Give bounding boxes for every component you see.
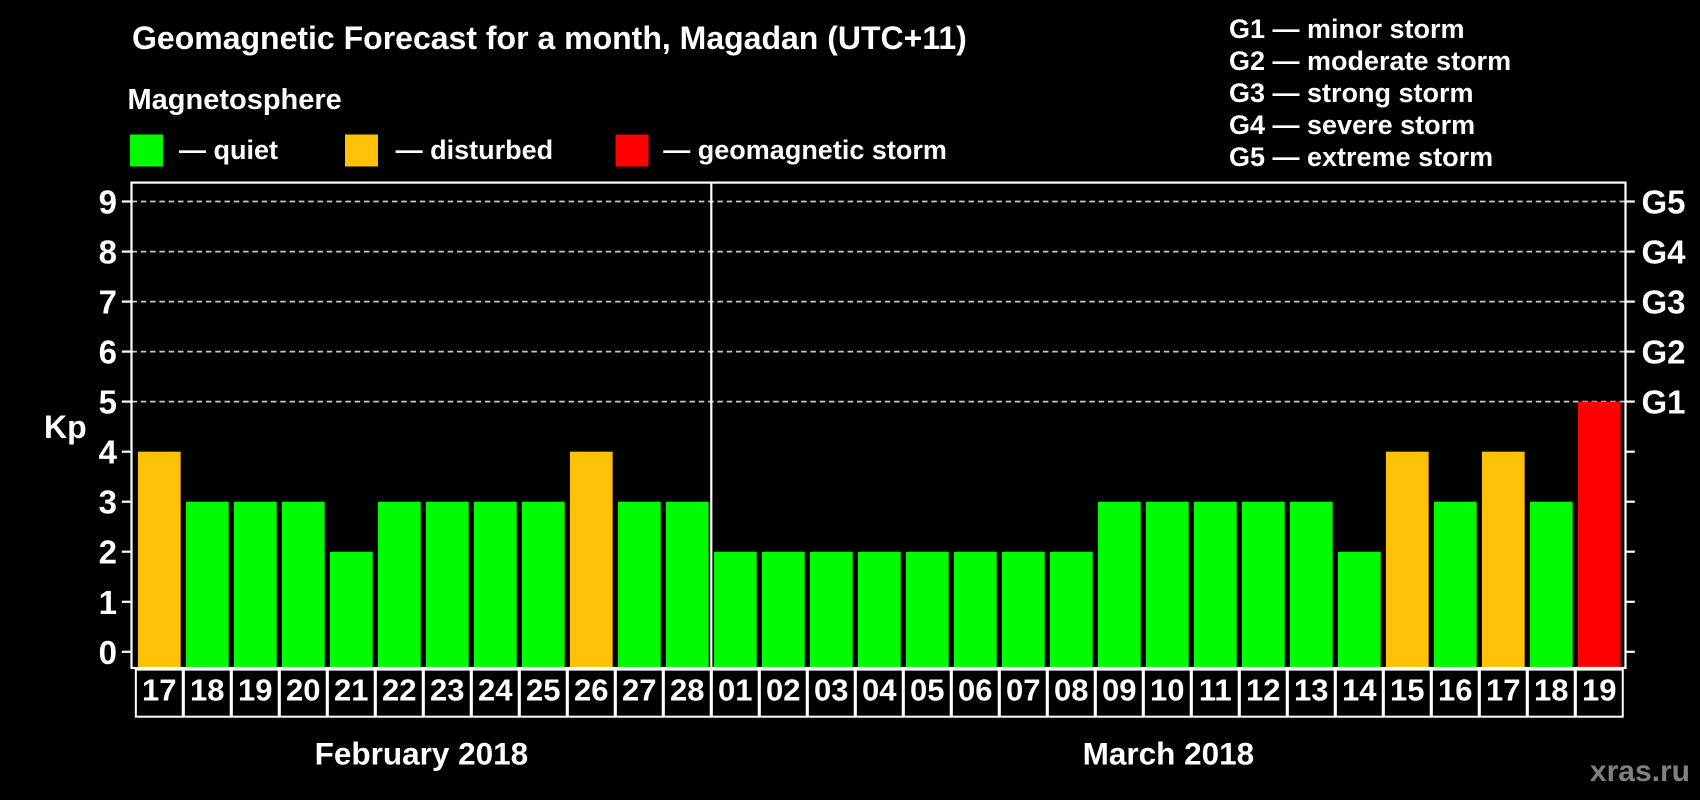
svg-text:7: 7 — [99, 284, 117, 321]
svg-text:1: 1 — [99, 584, 117, 621]
svg-text:G2: G2 — [1642, 334, 1686, 371]
svg-text:26: 26 — [574, 673, 608, 708]
svg-text:15: 15 — [1390, 673, 1424, 708]
svg-text:06: 06 — [958, 673, 992, 708]
svg-text:01: 01 — [718, 673, 752, 708]
svg-text:19: 19 — [1582, 673, 1616, 708]
svg-text:13: 13 — [1294, 673, 1328, 708]
svg-text:G4: G4 — [1642, 234, 1687, 271]
svg-text:10: 10 — [1150, 673, 1184, 708]
svg-text:04: 04 — [862, 673, 897, 708]
svg-text:14: 14 — [1342, 673, 1377, 708]
svg-text:G5 — extreme storm: G5 — extreme storm — [1229, 142, 1493, 172]
svg-text:11: 11 — [1199, 673, 1232, 708]
svg-text:G1: G1 — [1642, 384, 1686, 421]
svg-text:16: 16 — [1438, 673, 1472, 708]
svg-text:17: 17 — [142, 673, 176, 708]
svg-text:G3 — strong storm: G3 — strong storm — [1229, 78, 1474, 108]
svg-text:09: 09 — [1102, 673, 1136, 708]
svg-text:6: 6 — [99, 334, 117, 371]
svg-text:G4 — severe storm: G4 — severe storm — [1229, 110, 1475, 140]
svg-text:— geomagnetic storm: — geomagnetic storm — [663, 135, 947, 165]
svg-text:27: 27 — [622, 673, 656, 708]
svg-text:3: 3 — [99, 484, 117, 521]
svg-text:February 2018: February 2018 — [315, 736, 529, 772]
svg-text:2: 2 — [99, 534, 117, 571]
svg-text:02: 02 — [766, 673, 800, 708]
svg-text:Kp: Kp — [44, 409, 87, 445]
svg-text:G1 — minor storm: G1 — minor storm — [1229, 14, 1465, 44]
svg-text:G2 — moderate storm: G2 — moderate storm — [1229, 46, 1511, 76]
svg-text:9: 9 — [99, 184, 117, 221]
svg-text:0: 0 — [99, 634, 117, 671]
svg-text:07: 07 — [1006, 673, 1040, 708]
svg-text:03: 03 — [814, 673, 848, 708]
svg-text:17: 17 — [1486, 673, 1520, 708]
svg-text:xras.ru: xras.ru — [1590, 755, 1690, 788]
svg-text:05: 05 — [910, 673, 944, 708]
svg-text:— disturbed: — disturbed — [396, 135, 554, 165]
svg-text:— quiet: — quiet — [179, 135, 278, 165]
svg-text:5: 5 — [99, 384, 117, 421]
svg-text:G5: G5 — [1642, 184, 1686, 221]
svg-text:March 2018: March 2018 — [1083, 736, 1255, 772]
svg-text:25: 25 — [526, 673, 560, 708]
svg-text:18: 18 — [1534, 673, 1568, 708]
svg-text:Geomagnetic Forecast for a mon: Geomagnetic Forecast for a month, Magada… — [132, 20, 967, 56]
svg-text:21: 21 — [334, 673, 368, 708]
svg-text:28: 28 — [670, 673, 704, 708]
svg-text:20: 20 — [286, 673, 320, 708]
svg-text:Magnetosphere: Magnetosphere — [128, 84, 342, 116]
svg-text:18: 18 — [190, 673, 224, 708]
svg-text:23: 23 — [430, 673, 464, 708]
svg-text:12: 12 — [1246, 673, 1280, 708]
svg-text:19: 19 — [238, 673, 272, 708]
svg-text:8: 8 — [99, 234, 117, 271]
svg-text:24: 24 — [478, 673, 513, 708]
svg-text:4: 4 — [99, 434, 118, 471]
svg-text:22: 22 — [382, 673, 416, 708]
svg-text:G3: G3 — [1642, 284, 1686, 321]
svg-text:08: 08 — [1054, 673, 1088, 708]
